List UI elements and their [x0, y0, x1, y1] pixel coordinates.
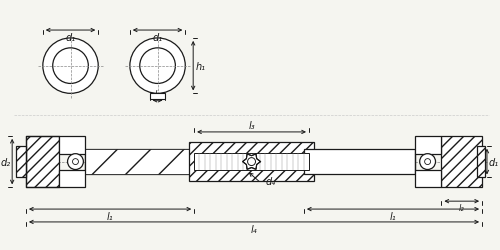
Bar [414, 170, 442, 188]
Text: d₄: d₄ [266, 176, 276, 186]
Text: d₁: d₁ [152, 33, 162, 43]
Bar [442, 136, 482, 188]
Bar [26, 136, 58, 188]
Text: l₅: l₅ [154, 90, 160, 99]
Text: d₃: d₃ [243, 156, 252, 166]
Circle shape [424, 159, 430, 165]
Bar [86, 149, 194, 175]
Text: l₄: l₄ [250, 224, 258, 234]
Text: d₁: d₁ [489, 157, 499, 167]
Circle shape [140, 49, 175, 84]
Polygon shape [242, 154, 260, 170]
Text: d₂: d₂ [0, 157, 10, 167]
Bar [189, 142, 314, 182]
Circle shape [248, 158, 256, 166]
Bar [86, 149, 194, 175]
Text: l₁: l₁ [390, 211, 396, 221]
Bar [58, 170, 86, 188]
Bar [16, 146, 26, 178]
Bar [477, 146, 485, 178]
Text: l₃: l₃ [248, 120, 255, 130]
Bar [150, 94, 166, 100]
Circle shape [52, 49, 88, 84]
Bar [58, 136, 86, 154]
Bar [414, 136, 442, 154]
Text: d₁: d₁ [66, 33, 76, 43]
Text: l₁: l₁ [107, 211, 114, 221]
Bar [304, 149, 414, 175]
Text: h₁: h₁ [195, 62, 205, 71]
Circle shape [420, 154, 436, 170]
Circle shape [72, 159, 78, 165]
Circle shape [68, 154, 84, 170]
Circle shape [130, 39, 186, 94]
Text: l₂: l₂ [459, 203, 464, 212]
Circle shape [43, 39, 98, 94]
Bar [194, 153, 309, 171]
